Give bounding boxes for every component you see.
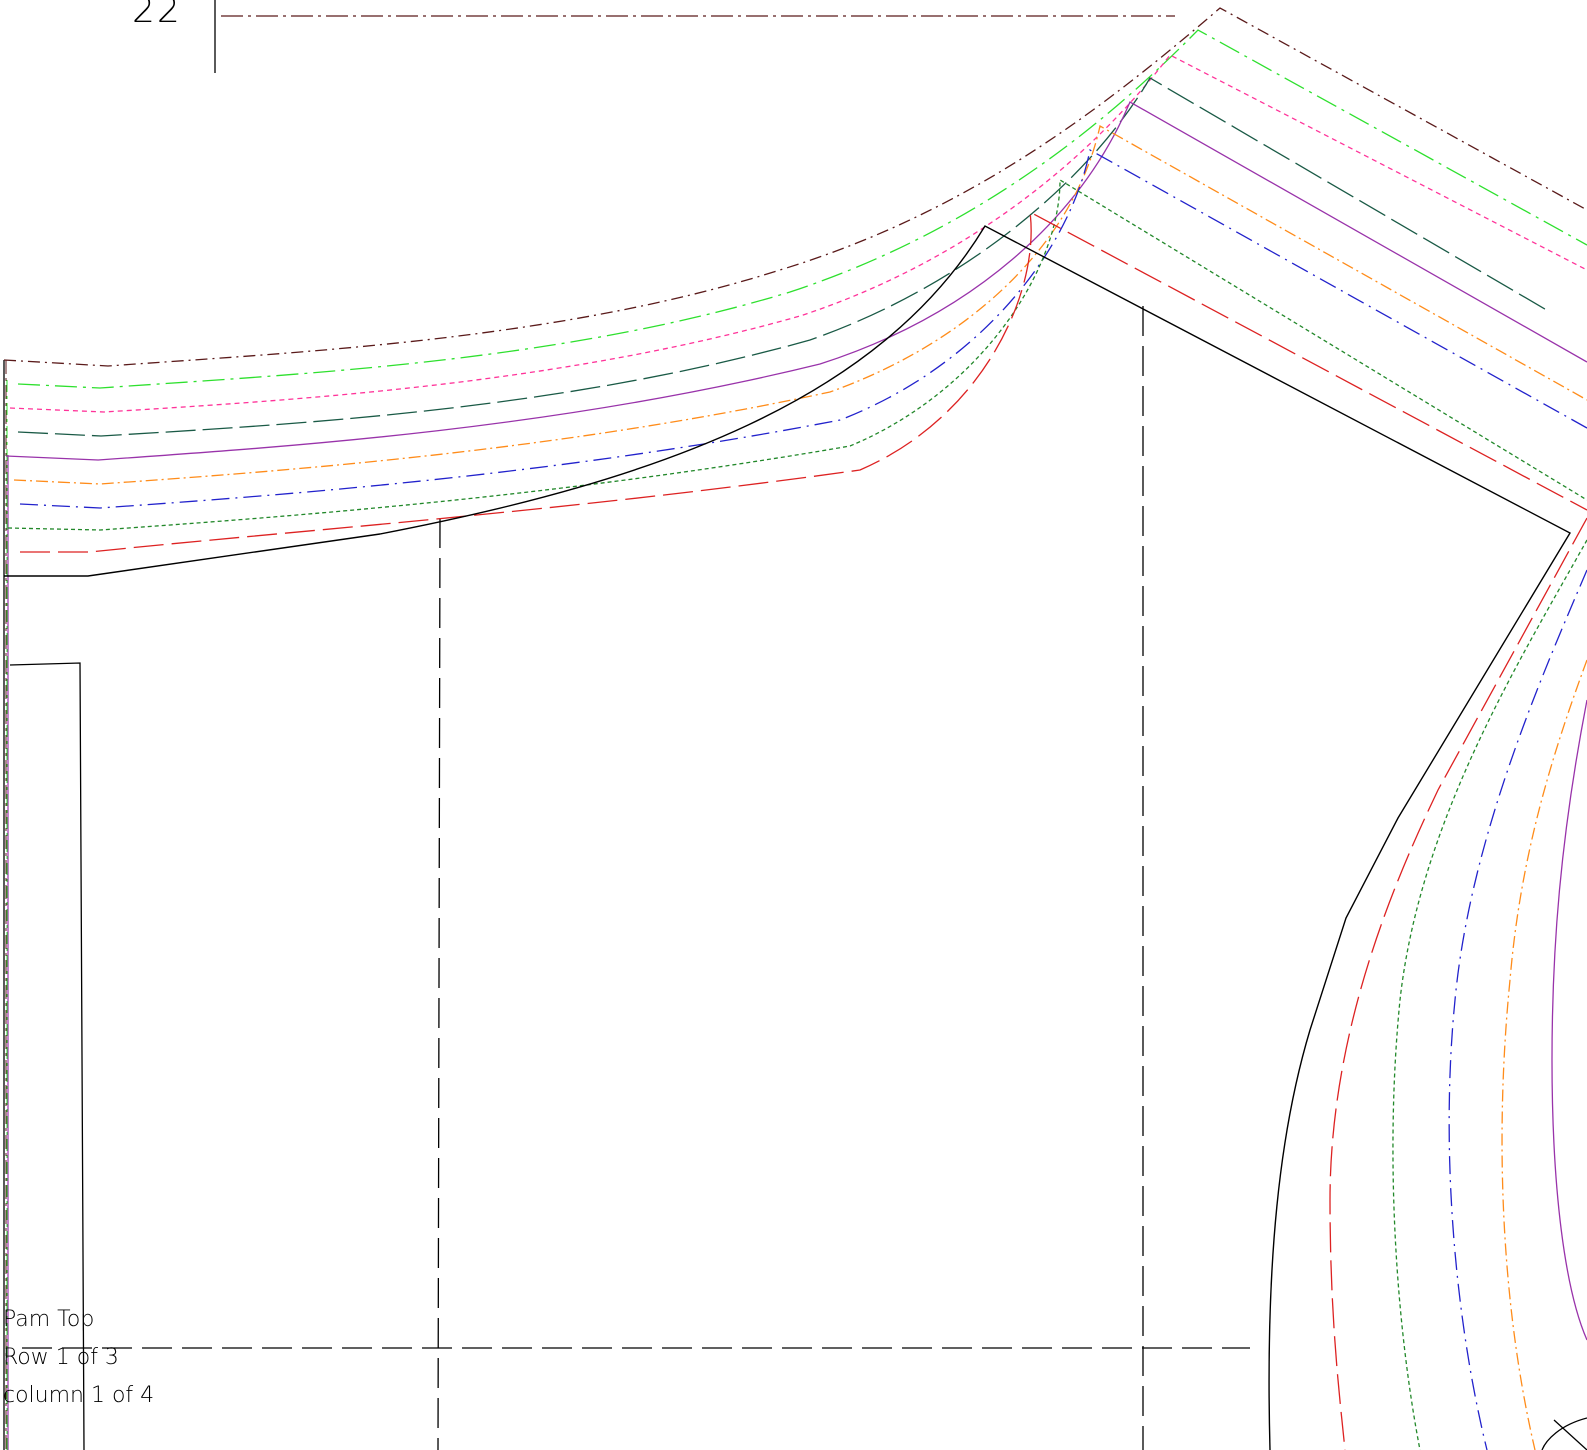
size-line-red [20,210,1587,553]
size-line-orange [13,125,1587,485]
vertical-grainline-left [437,517,441,1450]
cut-line [4,225,1571,1450]
size-line-purple [5,101,1587,461]
armhole-dark-green [1392,539,1587,1450]
column-label: column 1 of 4 [3,1383,154,1408]
armhole-purple [1551,699,1587,1341]
notch-circle-partial [1541,1417,1587,1450]
row-label: Row 1 of 3 [3,1345,119,1370]
page-number: 22 [132,0,182,31]
size-line-pink [9,54,1587,413]
size-line-dark-teal [17,77,1551,437]
armhole-size-lines [1329,517,1587,1450]
pattern-name-label: Pam Top [3,1307,94,1332]
size-line-brown [3,7,1587,367]
size-lines [3,7,1587,1450]
notch-circle-diagonal [1553,1419,1587,1450]
armhole-orange [1501,659,1587,1450]
left-facing-panel [9,662,85,1450]
armhole-blue [1448,569,1587,1450]
size-line-green [17,29,1587,389]
size-line-dark-green [7,178,1587,531]
armhole-red [1329,517,1587,1450]
